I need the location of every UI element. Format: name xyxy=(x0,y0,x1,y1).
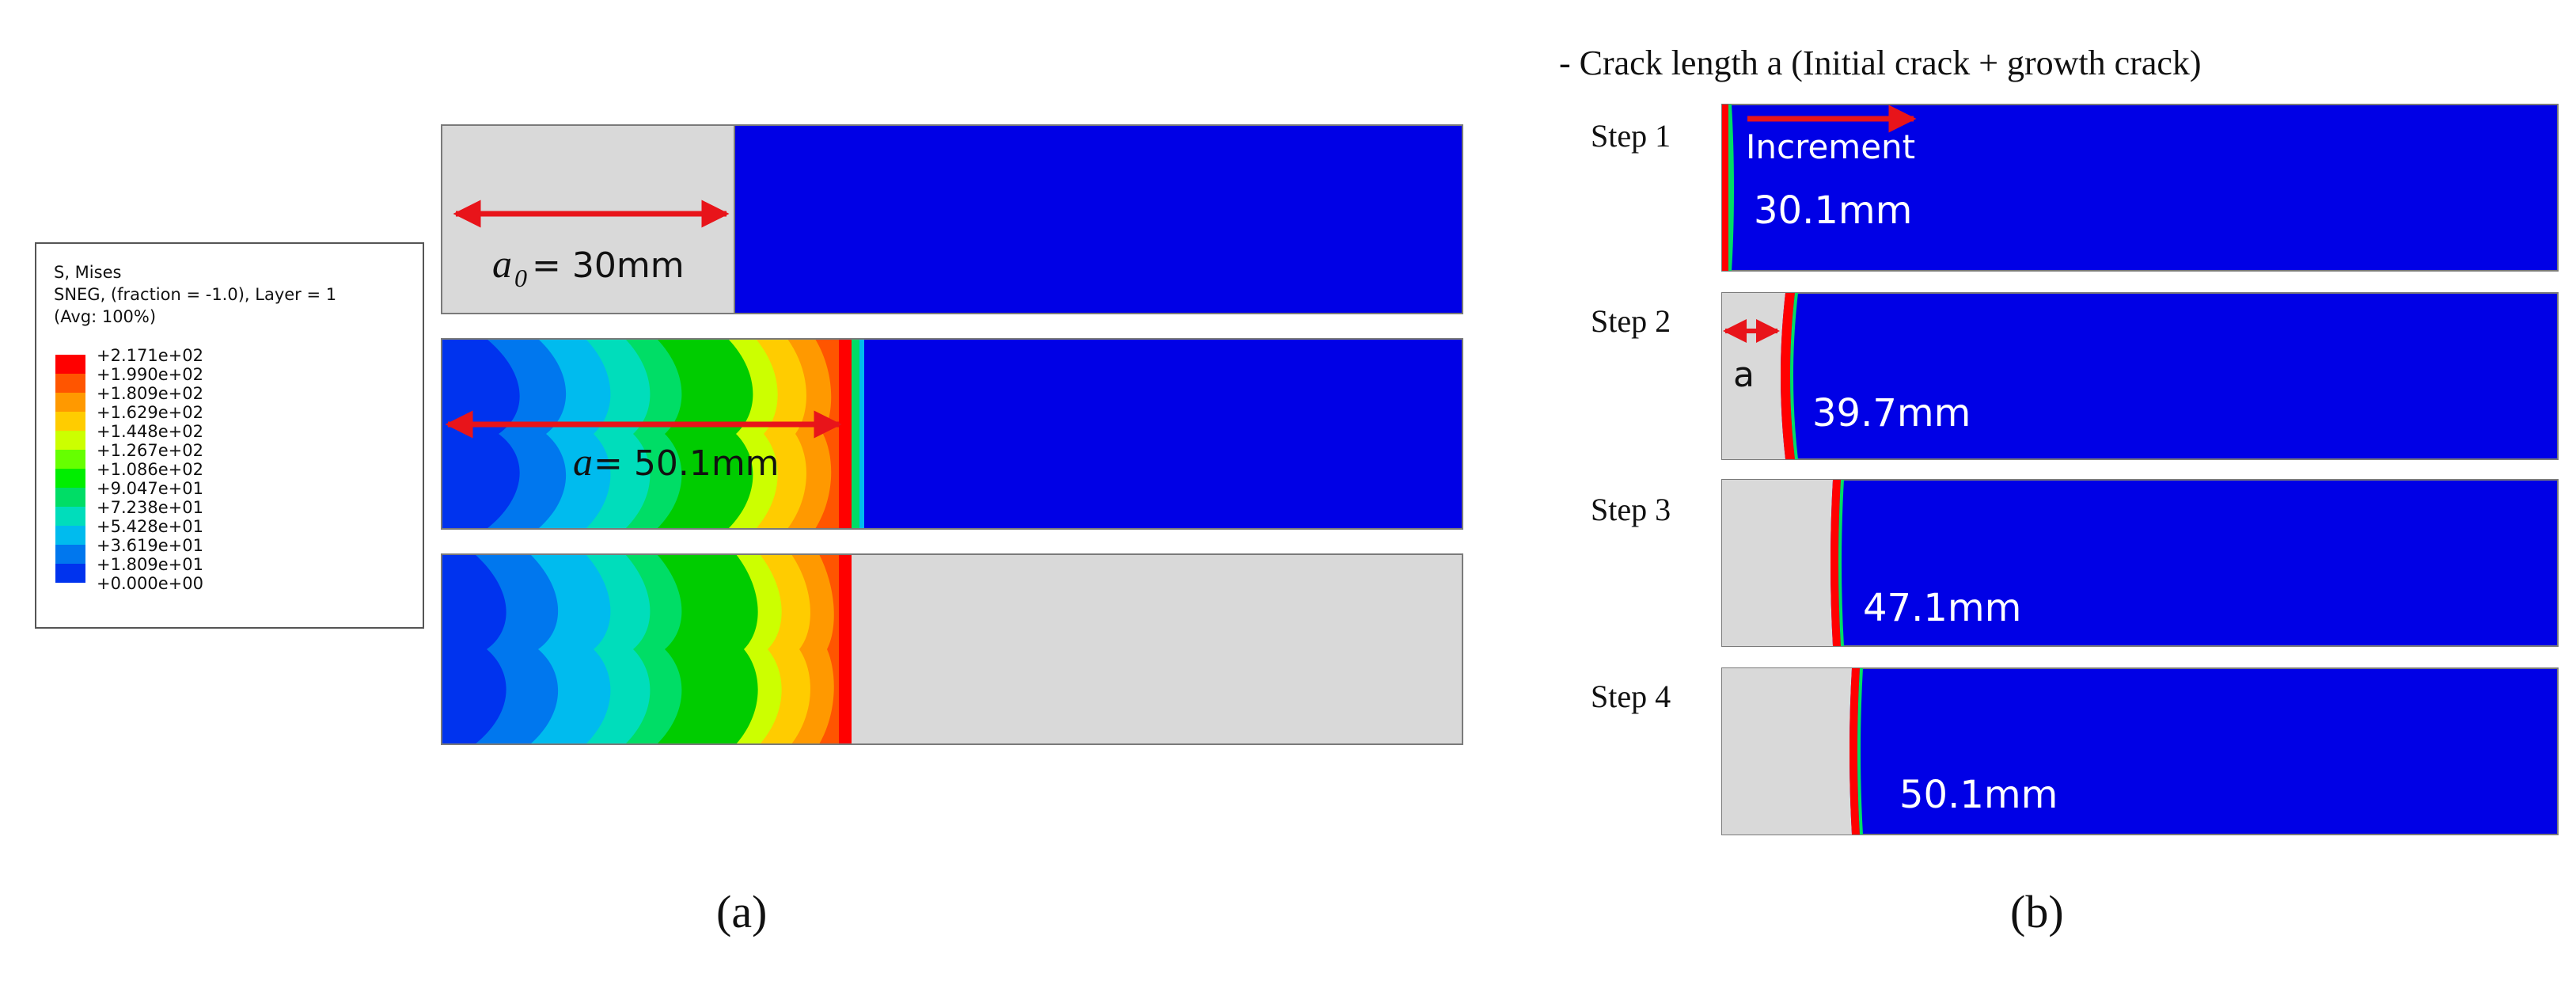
step2-label: Step 2 xyxy=(1591,303,1671,339)
legend-swatch xyxy=(55,431,85,450)
legend-swatch xyxy=(55,507,85,526)
legend-value: +1.267e+02 xyxy=(97,441,203,460)
legend-swatch xyxy=(55,412,85,431)
increment-label: Increment xyxy=(1746,127,1915,166)
legend-values: +2.171e+02 +1.990e+02 +1.809e+02 +1.629e+02… xyxy=(97,346,203,593)
strip-initial-crack xyxy=(441,124,1463,314)
step1-value: 30.1mm xyxy=(1754,188,1912,233)
a0-symbol: a xyxy=(492,241,512,286)
legend-swatch xyxy=(55,488,85,507)
step3-strip xyxy=(1721,479,2559,647)
legend-subtitle: SNEG, (fraction = -1.0), Layer = 1 xyxy=(54,285,337,304)
caption-a: (a) xyxy=(716,886,768,937)
strip-stress-contour xyxy=(441,338,1463,530)
step2-value: 39.7mm xyxy=(1812,391,1971,435)
a0-value: = 30mm xyxy=(532,245,685,286)
step4-label: Step 4 xyxy=(1591,679,1671,714)
legend-header: S, Mises SNEG, (fraction = -1.0), Layer … xyxy=(54,261,336,328)
legend-value: +1.629e+02 xyxy=(97,403,203,422)
stress-legend: S, Mises SNEG, (fraction = -1.0), Layer … xyxy=(35,242,424,629)
legend-value: +5.428e+01 xyxy=(97,517,203,536)
legend-swatch xyxy=(55,393,85,412)
legend-avg: (Avg: 100%) xyxy=(54,307,157,326)
legend-swatch xyxy=(55,469,85,488)
step3-label: Step 3 xyxy=(1591,492,1671,527)
step1-strip xyxy=(1721,104,2559,272)
a-symbol: a xyxy=(573,439,593,484)
strip-stress-opened xyxy=(441,553,1463,745)
legend-value: +9.047e+01 xyxy=(97,479,203,498)
legend-value: +1.086e+02 xyxy=(97,460,203,479)
legend-swatch xyxy=(55,374,85,393)
step4-strip xyxy=(1721,667,2559,835)
legend-value: +7.238e+01 xyxy=(97,498,203,517)
step3-value: 47.1mm xyxy=(1863,586,2021,630)
step2-strip xyxy=(1721,292,2559,460)
legend-swatch xyxy=(55,450,85,469)
legend-title: S, Mises xyxy=(54,263,122,282)
a-value: = 50.1mm xyxy=(594,443,780,484)
legend-value: +2.171e+02 xyxy=(97,346,203,365)
legend-swatch xyxy=(55,355,85,374)
step2-a-label: a xyxy=(1733,355,1755,395)
legend-value: +1.448e+02 xyxy=(97,422,203,441)
legend-swatch xyxy=(55,526,85,545)
a0-subscript: 0 xyxy=(514,264,527,292)
legend-value: +1.809e+02 xyxy=(97,384,203,403)
caption-b: (b) xyxy=(2010,886,2064,937)
step1-label: Step 1 xyxy=(1591,118,1671,154)
legend-color-bar xyxy=(55,355,85,583)
legend-value: +0.000e+00 xyxy=(97,574,203,593)
panel-b-title: - Crack length a (Initial crack + growth… xyxy=(1559,44,2202,82)
step4-value: 50.1mm xyxy=(1899,773,2058,817)
legend-value: +3.619e+01 xyxy=(97,536,203,555)
legend-swatch xyxy=(55,545,85,564)
legend-value: +1.809e+01 xyxy=(97,555,203,574)
legend-value: +1.990e+02 xyxy=(97,365,203,384)
legend-swatch xyxy=(55,564,85,583)
